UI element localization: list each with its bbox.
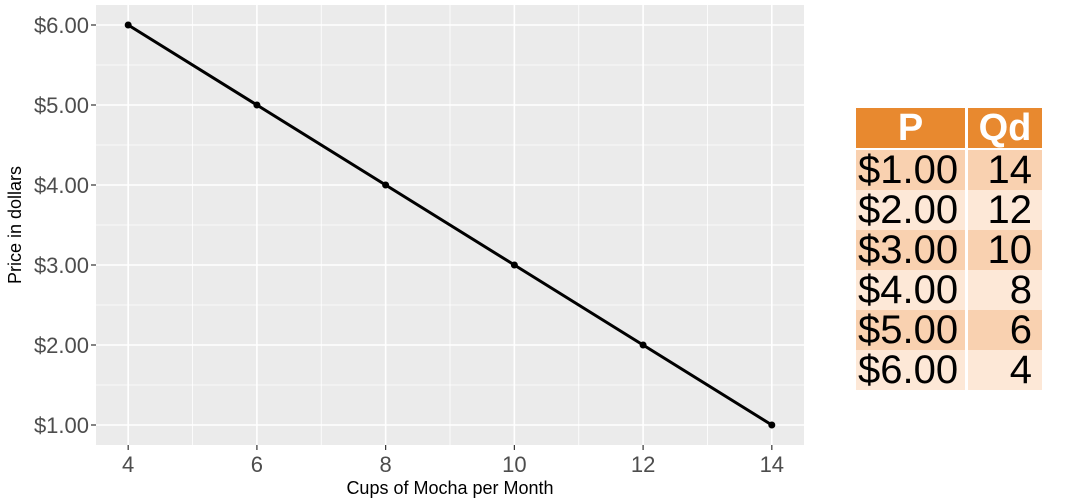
x-tick-label: 6 [251,452,263,477]
x-tick-label: 10 [502,452,526,477]
quantity-cell: 6 [966,310,1042,350]
data-point [124,21,132,29]
table-body: $1.00 14 $2.00 12 $3.00 10 $4.00 8 $5.00 6 $6.00 4 [856,149,1042,390]
price-cell: $3.00 [856,230,968,270]
x-tick-label: 8 [380,452,392,477]
data-point [382,181,390,189]
y-tick-label: $5.00 [34,93,89,118]
x-tick-label: 14 [760,452,784,477]
table-header-row: P Qd [856,108,1042,150]
data-point [253,101,261,109]
y-axis-title: Price in dollars [5,166,25,284]
table-row: $3.00 10 [856,230,1042,270]
demand-schedule-table: P Qd $1.00 14 $2.00 12 $3.00 10 $4.00 8 $5.00 6 $6… [856,108,1042,390]
price-cell: $6.00 [856,350,968,390]
x-axis-title: Cups of Mocha per Month [346,478,553,498]
demand-line [127,23,773,427]
quantity-cell: 10 [966,230,1042,270]
major-gridlines [96,5,804,445]
x-tick-label: 4 [122,452,134,477]
table-row: $5.00 6 [856,310,1042,350]
quantity-cell: 4 [966,350,1042,390]
y-tick-label: $6.00 [34,13,89,38]
quantity-column-header: Qd [966,108,1042,150]
demand-series [124,21,776,429]
y-tick-label: $2.00 [34,333,89,358]
table-row: $4.00 8 [856,270,1042,310]
y-tick-label: $1.00 [34,413,89,438]
data-point [639,341,647,349]
y-tick-label: $4.00 [34,173,89,198]
price-column-header: P [856,108,968,150]
table-row: $2.00 12 [856,190,1042,230]
x-tick-label: 12 [631,452,655,477]
price-cell: $4.00 [856,270,968,310]
data-point [510,261,518,269]
axis-ticks: 4 6 8 10 12 14 $1.00 $2.00 $3.00 $4.00 $5.00 $6.00 [34,13,784,477]
demand-chart: 4 6 8 10 12 14$1.00$2.00$3.00$4.00$5.00$6.00 … [5,5,804,498]
price-cell: $1.00 [856,149,968,190]
quantity-cell: 8 [966,270,1042,310]
quantity-cell: 12 [966,190,1042,230]
data-point [768,421,776,429]
y-tick-label: $3.00 [34,253,89,278]
table-row: $1.00 14 [856,149,1042,190]
table-row: $6.00 4 [856,350,1042,390]
quantity-cell: 14 [966,149,1042,190]
price-cell: $5.00 [856,310,968,350]
price-cell: $2.00 [856,190,968,230]
